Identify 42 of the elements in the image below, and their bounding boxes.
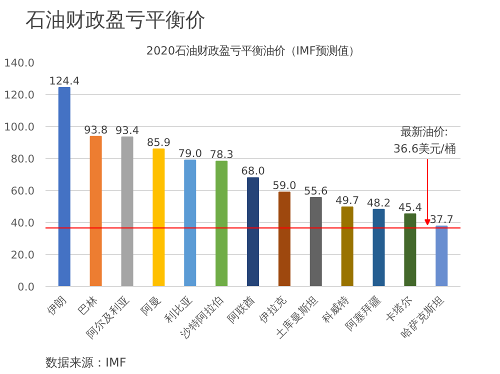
bar — [216, 160, 228, 286]
bar — [121, 136, 134, 286]
data-label: 37.7 — [430, 213, 454, 226]
ref-line-label: 最新油价: 36.6美元/桶 — [393, 124, 456, 156]
source-note: 数据来源：IMF — [46, 356, 126, 370]
data-label: 124.4 — [49, 74, 80, 88]
x-tick-label: 伊朗 — [44, 292, 69, 318]
y-tick-label: 80.0 — [10, 152, 35, 166]
data-label: 48.2 — [366, 196, 391, 210]
bar — [278, 192, 290, 286]
x-tick-label: 巴林 — [76, 292, 100, 318]
bar — [372, 208, 385, 286]
y-tick-label: 0.0 — [18, 280, 35, 294]
bar — [152, 148, 165, 286]
data-label: 49.7 — [335, 194, 360, 207]
y-tick-label: 120.0 — [4, 88, 35, 102]
bar — [247, 177, 259, 286]
data-label: 79.0 — [178, 147, 202, 160]
chart-title: 石油财政盈亏平衡价 — [26, 8, 206, 32]
data-label: 45.4 — [398, 200, 422, 214]
bar — [90, 136, 102, 286]
y-tick-label: 140.0 — [4, 56, 35, 70]
x-tick-label: 阿联酋 — [225, 292, 258, 326]
data-label: 59.0 — [272, 179, 297, 192]
bar — [404, 213, 416, 286]
x-tick-label: 阿曼 — [138, 292, 164, 318]
data-label: 93.8 — [84, 123, 108, 136]
bar — [58, 86, 70, 286]
bar — [184, 160, 196, 286]
y-tick-label: 100.0 — [4, 120, 35, 134]
bar — [436, 226, 448, 286]
y-tick-label: 40.0 — [10, 216, 35, 230]
bar — [341, 206, 354, 286]
data-label: 55.6 — [304, 184, 328, 198]
data-label: 85.9 — [146, 136, 171, 150]
chart-subtitle: 2020石油财政盈亏平衡油价（IMF预测值） — [146, 44, 360, 58]
y-tick-label: 60.0 — [10, 184, 35, 198]
y-tick-label: 20.0 — [10, 248, 35, 262]
data-label: 93.4 — [115, 124, 140, 138]
data-label: 68.0 — [241, 164, 266, 178]
data-label: 78.3 — [210, 148, 234, 162]
bar — [310, 197, 322, 286]
